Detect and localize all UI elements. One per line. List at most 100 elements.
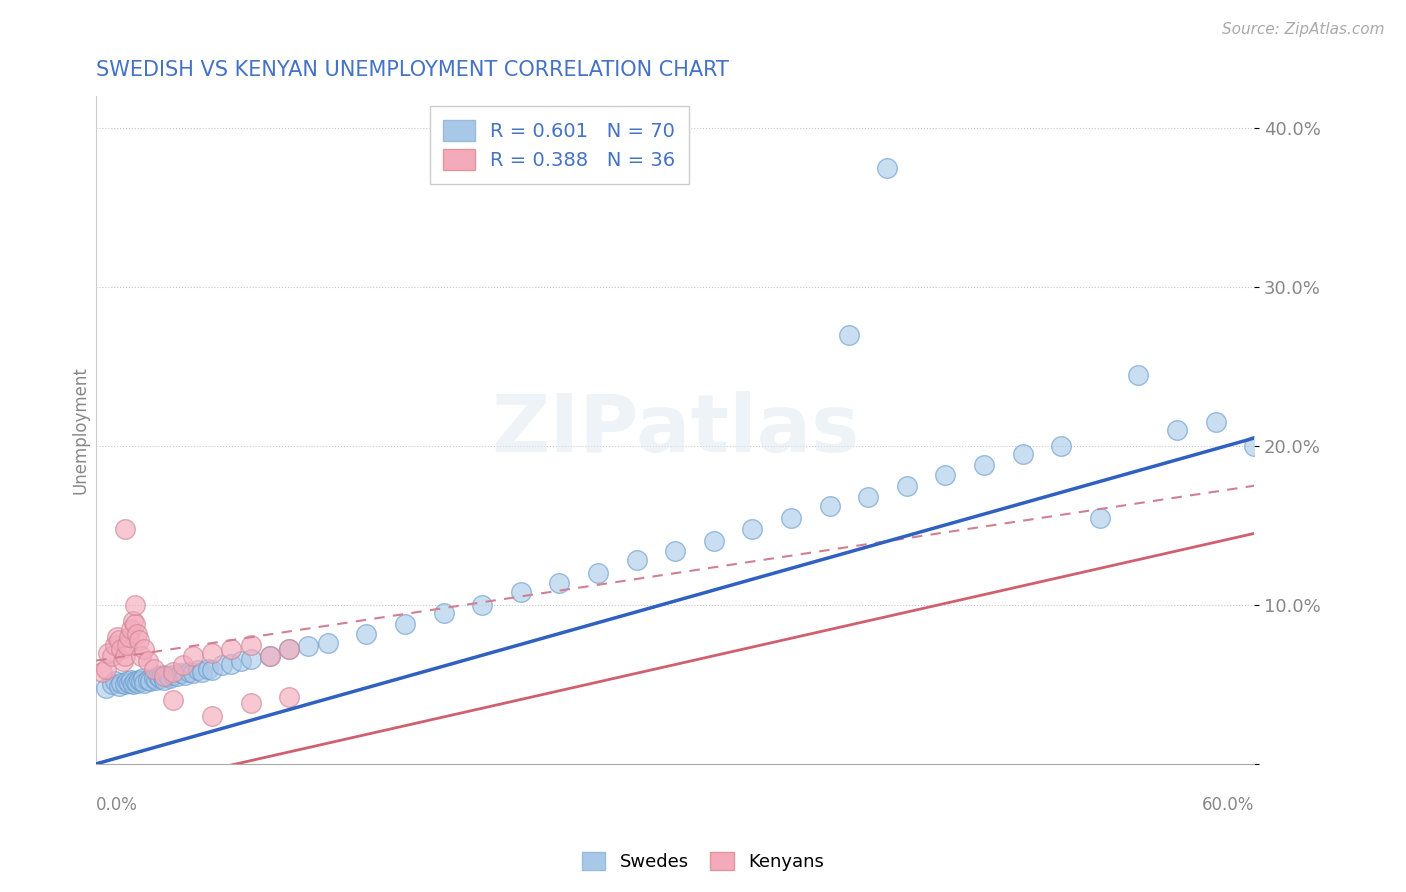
Point [1011, 447, 1033, 461]
Text: 0.0%: 0.0% [96, 796, 138, 814]
Point [97, 646, 120, 660]
Point [239, 638, 262, 652]
Point [1050, 439, 1073, 453]
Point [146, 669, 169, 683]
Point [125, 626, 148, 640]
Point [129, 648, 152, 663]
Point [838, 327, 860, 342]
Text: 60.0%: 60.0% [1202, 796, 1254, 814]
Point [139, 674, 162, 689]
Point [125, 675, 148, 690]
Point [112, 654, 135, 668]
Point [166, 669, 188, 683]
Point [172, 658, 194, 673]
Point [118, 630, 141, 644]
Point [239, 697, 262, 711]
Point [191, 665, 214, 679]
Point [110, 642, 132, 657]
Point [934, 467, 956, 482]
Point [143, 661, 166, 675]
Point [128, 632, 150, 647]
Point [108, 632, 131, 647]
Y-axis label: Unemployment: Unemployment [72, 367, 89, 494]
Point [1205, 415, 1227, 429]
Point [91, 665, 114, 679]
Point [136, 673, 159, 687]
Text: Source: ZipAtlas.com: Source: ZipAtlas.com [1222, 22, 1385, 37]
Point [162, 668, 184, 682]
Point [124, 674, 146, 689]
Point [356, 626, 378, 640]
Point [136, 654, 159, 668]
Point [1088, 510, 1111, 524]
Point [120, 622, 142, 636]
Point [741, 522, 763, 536]
Point [780, 510, 803, 524]
Point [152, 669, 174, 683]
Point [145, 673, 167, 687]
Point [586, 566, 609, 581]
Point [114, 522, 136, 536]
Point [278, 642, 301, 657]
Point [432, 606, 454, 620]
Point [100, 677, 122, 691]
Point [187, 663, 209, 677]
Point [94, 681, 117, 695]
Point [394, 617, 416, 632]
Text: SWEDISH VS KENYAN UNEMPLOYMENT CORRELATION CHART: SWEDISH VS KENYAN UNEMPLOYMENT CORRELATI… [96, 60, 730, 79]
Point [115, 638, 138, 652]
Point [181, 666, 204, 681]
Point [626, 553, 648, 567]
Legend: Swedes, Kenyans: Swedes, Kenyans [575, 846, 831, 879]
Point [121, 677, 143, 691]
Point [134, 675, 156, 690]
Point [104, 638, 127, 652]
Point [128, 673, 150, 687]
Point [471, 598, 494, 612]
Point [115, 674, 138, 689]
Point [1128, 368, 1150, 382]
Point [316, 636, 339, 650]
Point [177, 665, 200, 679]
Point [118, 675, 141, 690]
Point [197, 661, 219, 675]
Point [143, 671, 166, 685]
Point [856, 490, 879, 504]
Point [174, 668, 197, 682]
Point [201, 709, 224, 723]
Point [107, 630, 129, 644]
Point [201, 646, 224, 660]
Point [211, 658, 233, 673]
Point [297, 640, 319, 654]
Point [129, 674, 152, 689]
Point [124, 598, 146, 612]
Point [219, 657, 242, 671]
Point [973, 458, 995, 472]
Point [100, 648, 122, 663]
Point [159, 671, 181, 685]
Point [114, 677, 136, 691]
Point [110, 675, 132, 690]
Point [1243, 439, 1265, 453]
Legend: R = 0.601   N = 70, R = 0.388   N = 36: R = 0.601 N = 70, R = 0.388 N = 36 [430, 106, 689, 184]
Point [278, 690, 301, 705]
Point [229, 654, 252, 668]
Text: ZIPatlas: ZIPatlas [491, 392, 859, 469]
Point [156, 669, 179, 683]
Point [170, 666, 193, 681]
Point [162, 693, 184, 707]
Point [114, 648, 136, 663]
Point [664, 544, 686, 558]
Point [94, 661, 117, 675]
Point [124, 617, 146, 632]
Point [131, 671, 153, 685]
Point [149, 671, 172, 685]
Point [876, 161, 898, 175]
Point [219, 642, 242, 657]
Point [509, 585, 531, 599]
Point [150, 668, 173, 682]
Point [108, 679, 131, 693]
Point [259, 648, 281, 663]
Point [162, 665, 184, 679]
Point [896, 479, 918, 493]
